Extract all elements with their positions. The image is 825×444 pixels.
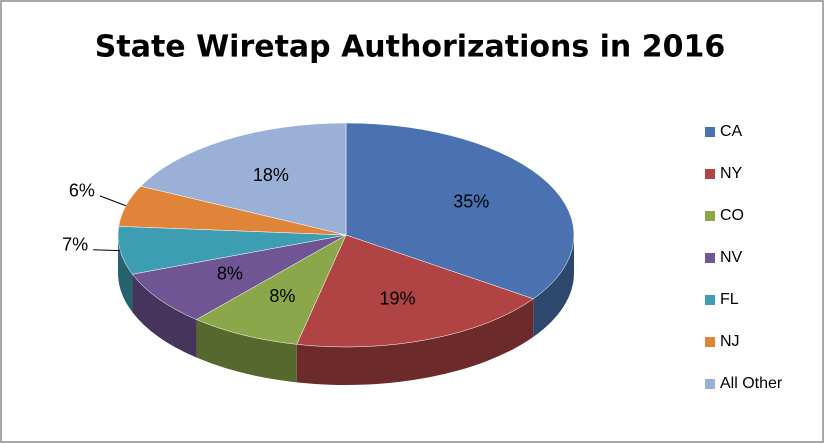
chart-title: State Wiretap Authorizations in 2016 bbox=[95, 30, 725, 65]
legend-label: FL bbox=[720, 291, 739, 308]
legend-swatch bbox=[705, 379, 715, 389]
data-labels: 35% 19% 8% 8% 7% 6% 18% bbox=[62, 165, 489, 308]
legend-swatch bbox=[705, 253, 715, 263]
slice-side bbox=[118, 235, 133, 313]
pie-tops bbox=[117, 122, 575, 348]
legend-swatch bbox=[705, 295, 715, 305]
data-label: 8% bbox=[217, 263, 243, 283]
legend-label: NY bbox=[720, 165, 743, 182]
data-label: 35% bbox=[453, 192, 489, 212]
legend-label: CA bbox=[720, 123, 743, 140]
data-label: 7% bbox=[62, 235, 88, 255]
legend: CA NY CO NV FL NJ All Other bbox=[705, 123, 783, 392]
legend-swatch bbox=[705, 337, 715, 347]
slice bbox=[296, 234, 534, 348]
leader-line bbox=[99, 195, 127, 207]
legend-label: NV bbox=[720, 249, 743, 266]
data-label: 19% bbox=[380, 288, 416, 308]
legend-label: CO bbox=[720, 207, 744, 224]
slice-side bbox=[132, 274, 197, 358]
data-label: 8% bbox=[269, 286, 295, 306]
slice bbox=[131, 234, 347, 320]
legend-swatch bbox=[705, 211, 715, 221]
leader-line bbox=[93, 249, 121, 252]
legend-swatch bbox=[705, 127, 715, 137]
slice-side bbox=[196, 319, 297, 383]
slice bbox=[345, 122, 575, 300]
slice bbox=[195, 234, 347, 345]
slice-side bbox=[533, 235, 574, 337]
data-label: 6% bbox=[69, 181, 95, 201]
legend-swatch bbox=[705, 169, 715, 179]
legend-label: NJ bbox=[720, 333, 740, 350]
slice bbox=[140, 122, 347, 236]
legend-label: All Other bbox=[720, 375, 783, 392]
data-label: 18% bbox=[253, 165, 289, 185]
